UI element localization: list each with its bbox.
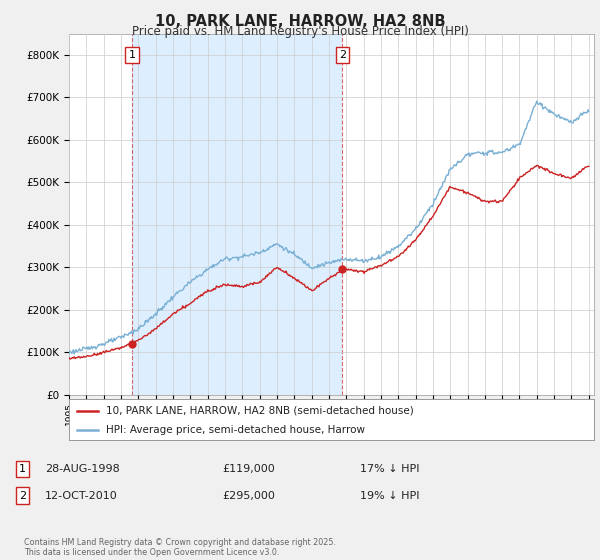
Text: 17% ↓ HPI: 17% ↓ HPI — [360, 464, 419, 474]
Text: 2: 2 — [339, 50, 346, 60]
Text: £295,000: £295,000 — [222, 491, 275, 501]
Text: 28-AUG-1998: 28-AUG-1998 — [45, 464, 120, 474]
Text: 19% ↓ HPI: 19% ↓ HPI — [360, 491, 419, 501]
Text: 1: 1 — [19, 464, 26, 474]
Bar — [132, 34, 343, 395]
Text: 1: 1 — [129, 50, 136, 60]
Text: Price paid vs. HM Land Registry's House Price Index (HPI): Price paid vs. HM Land Registry's House … — [131, 25, 469, 38]
Text: Contains HM Land Registry data © Crown copyright and database right 2025.
This d: Contains HM Land Registry data © Crown c… — [24, 538, 336, 557]
Text: £119,000: £119,000 — [222, 464, 275, 474]
Text: 10, PARK LANE, HARROW, HA2 8NB (semi-detached house): 10, PARK LANE, HARROW, HA2 8NB (semi-det… — [106, 405, 413, 416]
Text: 10, PARK LANE, HARROW, HA2 8NB: 10, PARK LANE, HARROW, HA2 8NB — [155, 14, 445, 29]
Text: 12-OCT-2010: 12-OCT-2010 — [45, 491, 118, 501]
Text: HPI: Average price, semi-detached house, Harrow: HPI: Average price, semi-detached house,… — [106, 424, 365, 435]
Text: 2: 2 — [19, 491, 26, 501]
